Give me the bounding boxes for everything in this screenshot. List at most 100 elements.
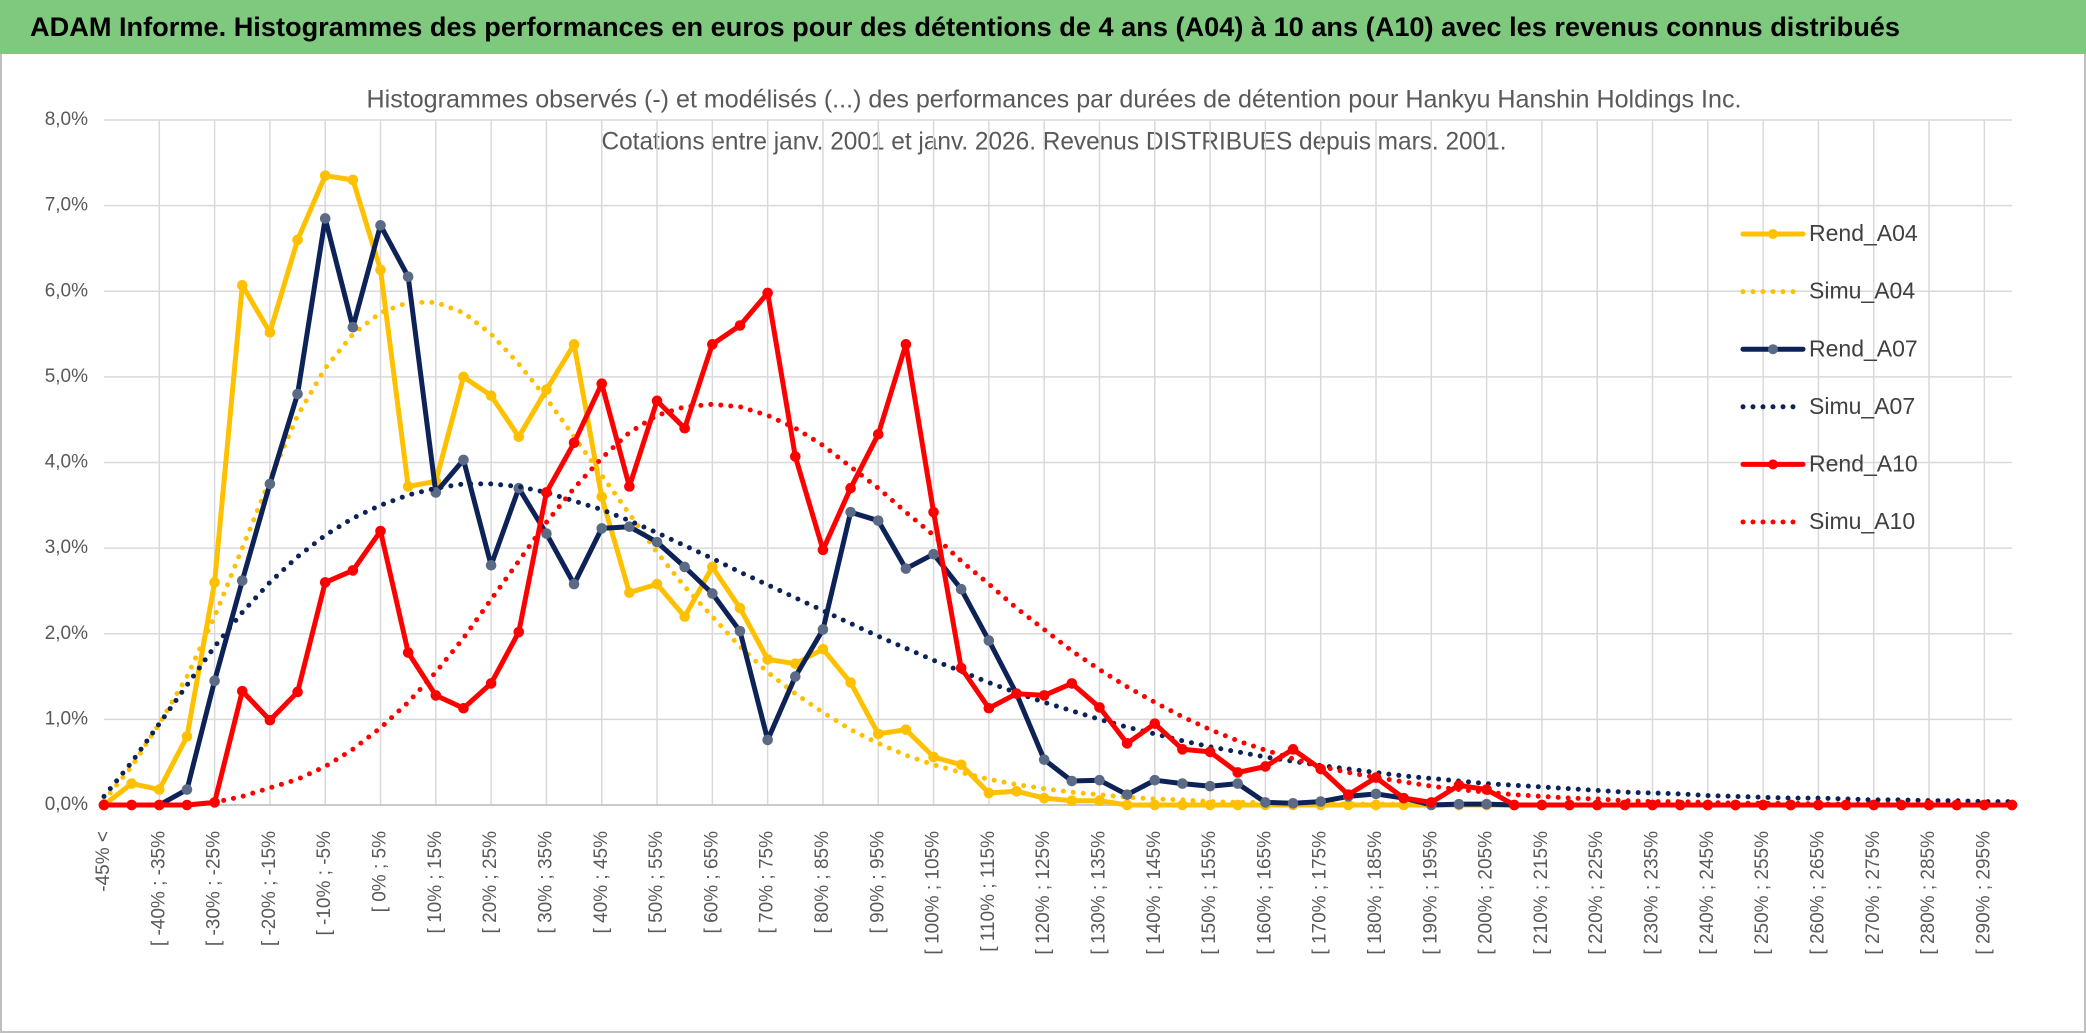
data-point xyxy=(1260,797,1271,808)
data-point xyxy=(734,602,746,614)
data-point xyxy=(319,170,331,181)
data-point xyxy=(1011,786,1022,797)
y-tick-label: 6,0% xyxy=(45,280,88,301)
x-tick-label: [ 30% ; 35% xyxy=(535,831,556,934)
data-point xyxy=(485,390,497,402)
data-point xyxy=(209,577,220,588)
data-point xyxy=(955,759,967,771)
legend-label: Simu_A10 xyxy=(1809,508,1915,534)
data-point xyxy=(1094,774,1105,786)
data-point xyxy=(430,690,442,701)
data-point xyxy=(790,671,801,682)
legend-label: Rend_A07 xyxy=(1809,335,1918,361)
x-tick-label: [ 40% ; 45% xyxy=(591,831,612,934)
y-tick-label: 0,0% xyxy=(45,794,88,815)
data-point xyxy=(679,422,690,434)
data-point xyxy=(1426,797,1437,808)
plot xyxy=(98,170,2018,811)
data-point xyxy=(1591,799,1603,811)
data-point xyxy=(596,523,608,534)
data-point xyxy=(1149,718,1161,729)
data-point xyxy=(541,384,552,396)
x-tick-label: [ 230% ; 235% xyxy=(1642,831,1663,955)
y-tick-label: 1,0% xyxy=(45,708,88,729)
data-point xyxy=(790,451,801,462)
y-tick-label: 4,0% xyxy=(45,452,88,473)
data-point xyxy=(983,702,995,714)
data-point xyxy=(485,678,497,689)
x-tick-label: [ 120% ; 125% xyxy=(1033,831,1054,955)
data-point xyxy=(568,437,580,449)
data-point xyxy=(1370,788,1382,800)
data-point xyxy=(264,714,276,726)
data-point xyxy=(181,731,193,742)
data-point xyxy=(154,784,165,795)
data-point xyxy=(209,675,220,687)
data-point xyxy=(679,561,690,573)
x-tick-label: [ 170% ; 175% xyxy=(1310,831,1331,955)
data-point xyxy=(596,378,608,390)
data-point xyxy=(1564,799,1575,811)
data-point xyxy=(568,339,580,350)
data-point xyxy=(319,577,331,588)
data-point xyxy=(1066,795,1078,807)
data-point xyxy=(817,544,829,556)
data-point xyxy=(900,563,912,574)
data-point xyxy=(734,320,746,331)
data-point xyxy=(900,724,912,735)
data-point xyxy=(707,588,718,599)
data-point xyxy=(513,431,525,443)
data-point xyxy=(1232,767,1244,778)
legend-label: Simu_A04 xyxy=(1809,278,1915,304)
data-point xyxy=(1232,778,1244,789)
data-point xyxy=(596,491,608,503)
legend-marker xyxy=(1768,344,1778,355)
legend-label: Simu_A07 xyxy=(1809,393,1915,419)
x-tick-label: [ 80% ; 85% xyxy=(812,831,833,934)
data-point xyxy=(1508,799,1520,811)
data-point xyxy=(347,174,359,186)
data-point xyxy=(1121,738,1133,749)
data-point xyxy=(181,784,193,795)
data-point xyxy=(845,482,856,494)
data-point xyxy=(817,624,829,635)
data-point xyxy=(458,702,469,714)
chart-subtitle: Cotations entre janv. 2001 et janv. 2026… xyxy=(602,128,1507,156)
legend-label: Rend_A10 xyxy=(1809,450,1918,476)
data-point xyxy=(845,677,856,688)
data-point xyxy=(264,327,276,338)
data-point xyxy=(1343,789,1354,801)
data-point xyxy=(375,264,386,276)
x-tick-label: [ 110% ; 115% xyxy=(978,831,999,952)
legend: Rend_A04 Simu_A04 Rend_A07 Simu_A07 Rend_A10… xyxy=(1740,220,1918,534)
x-tick-label: [ 280% ; 285% xyxy=(1918,831,1939,955)
x-tick-label: [ 240% ; 245% xyxy=(1697,831,1718,955)
data-point xyxy=(264,478,276,490)
x-tick-label: [ 150% ; 155% xyxy=(1199,831,1220,955)
data-point xyxy=(236,685,248,697)
data-point xyxy=(292,686,303,698)
data-point xyxy=(347,565,359,576)
data-point xyxy=(319,213,331,224)
x-tick-label: [ -40% ; -35% xyxy=(148,831,169,946)
data-point xyxy=(707,339,718,350)
data-point xyxy=(485,559,497,571)
x-tick-label: [ 130% ; 135% xyxy=(1088,831,1109,955)
data-point xyxy=(1149,799,1161,811)
chart-title: Histogrammes observés (-) et modélisés (… xyxy=(367,86,1742,114)
data-point xyxy=(1094,795,1105,807)
x-tick-label: [ 260% ; 265% xyxy=(1807,831,1828,955)
x-tick-label: [ 220% ; 225% xyxy=(1586,831,1607,955)
legend-label: Rend_A04 xyxy=(1809,220,1918,246)
data-point xyxy=(734,625,746,637)
x-tick-label: [ 140% ; 145% xyxy=(1144,831,1165,955)
data-point xyxy=(1094,702,1105,713)
data-point xyxy=(651,536,663,548)
grid: 0,0% 1,0% 2,0% 3,0% 4,0% 5,0% 6,0% 7,0% 8,0% -45%… xyxy=(45,109,2012,955)
x-tick-label: -45% < xyxy=(93,831,114,892)
data-point xyxy=(1121,799,1133,811)
y-tick-label: 3,0% xyxy=(45,537,88,558)
data-point xyxy=(458,371,469,383)
y-tick-label: 8,0% xyxy=(45,109,88,130)
y-tick-label: 5,0% xyxy=(45,366,88,387)
